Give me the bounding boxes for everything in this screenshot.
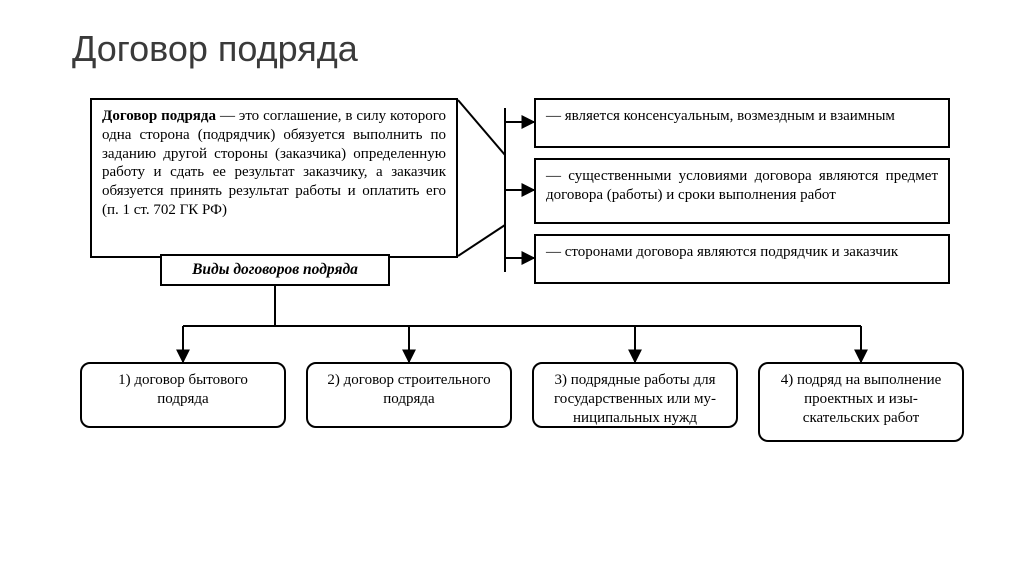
type-4: 4) подряд на выполне­ние проектных и изы… [758, 362, 964, 442]
characteristic-3: — сторонами договора являются подрядчик … [534, 234, 950, 284]
definition-term: Договор подряда [102, 108, 216, 124]
page-title: Договор подряда [72, 28, 358, 70]
definition-text: — это соглашение, в си­лу которого одна … [102, 108, 446, 218]
characteristic-2: — существенными условиями договора являю… [534, 158, 950, 224]
types-heading: Виды договоров подряда [160, 254, 390, 286]
definition-box: Договор подряда — это соглашение, в си­л… [90, 98, 458, 258]
type-3: 3) подрядные работы для государственных … [532, 362, 738, 428]
type-1: 1) договор бытового подряда [80, 362, 286, 428]
type-2: 2) договор строитель­ного подряда [306, 362, 512, 428]
characteristic-1: — является консенсуальным, возмездным и … [534, 98, 950, 148]
connector-lines [0, 0, 1024, 574]
